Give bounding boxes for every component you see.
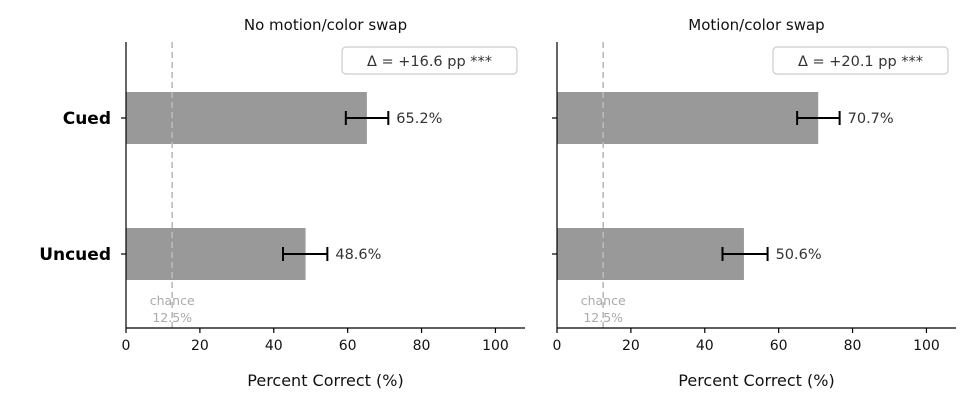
panel-1-x-tick-label-60: 60 [339, 338, 357, 354]
panel-1-x-tick-label-20: 20 [191, 338, 209, 354]
panel-2-x-tick-label-60: 60 [770, 338, 788, 354]
panel-2-x-tick-label-100: 100 [913, 338, 940, 354]
panel-1-x-tick-label-80: 80 [413, 338, 431, 354]
panel-1-annotation-box [341, 46, 518, 75]
panel-1-value-label-uncued: 48.6% [335, 247, 381, 263]
panel-1-x-axis-label: Percent Correct (%) [247, 371, 403, 390]
category-label-uncued: Uncued [39, 245, 111, 265]
panel-2-value-label-cued: 70.7% [848, 111, 894, 127]
panel-2-title: Motion/color swap [688, 16, 824, 34]
panel-1-x-tick-label-100: 100 [482, 338, 509, 354]
panel-2-annotation-box [772, 46, 949, 75]
panel-1-value-label-cued: 65.2% [396, 111, 442, 127]
panel-2-x-tick-label-40: 40 [696, 338, 714, 354]
panel-1-bar-cued [126, 92, 367, 144]
panel-2-x-tick-label-80: 80 [844, 338, 862, 354]
panel-2-x-tick-label-20: 20 [622, 338, 640, 354]
panel-1-x-tick-label-40: 40 [265, 338, 283, 354]
panel-2-bar-cued [557, 92, 819, 144]
panel-1-title: No motion/color swap [244, 16, 407, 34]
panel-1-annotation: Δ = +16.6 pp *** [367, 54, 492, 70]
panel-1-chance-value-label: 12.5% [152, 310, 192, 325]
panel-2-x-tick-label-0: 0 [553, 338, 562, 354]
panel-2-annotation: Δ = +20.1 pp *** [798, 54, 923, 70]
panel-2-bar-uncued [557, 228, 744, 280]
panel-1-chance-label: chance [150, 293, 195, 308]
panel-2-chance-value-label: 12.5% [583, 310, 623, 325]
panel-2-x-axis-label: Percent Correct (%) [678, 371, 834, 390]
category-label-cued: Cued [63, 109, 111, 129]
panel-2-chance-label: chance [581, 293, 626, 308]
panel-2-value-label-uncued: 50.6% [776, 247, 822, 263]
panel-1-bar-uncued [126, 228, 306, 280]
panel-1-x-tick-label-0: 0 [122, 338, 131, 354]
